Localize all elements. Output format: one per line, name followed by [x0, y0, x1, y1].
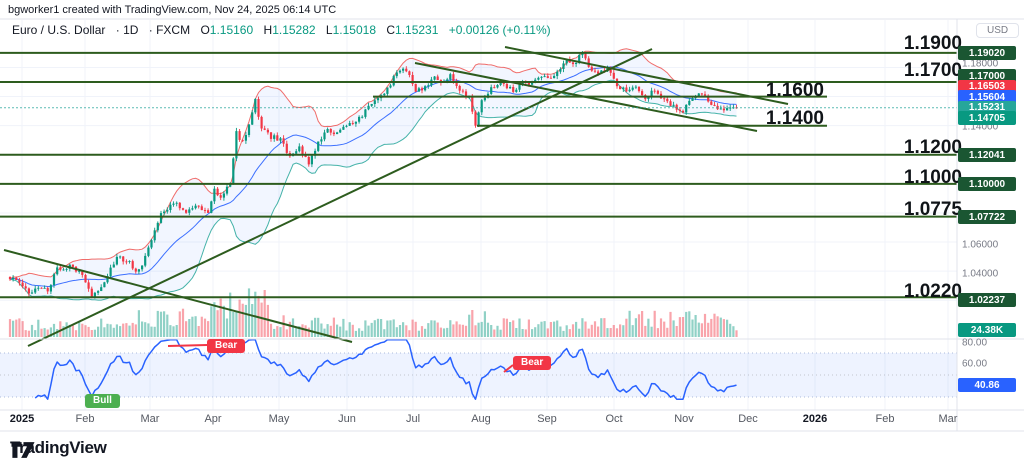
- time-axis-label[interactable]: Oct: [605, 413, 623, 425]
- price-axis-tick: 1.04000: [962, 268, 999, 280]
- symbol-header: Euro / U.S. Dollar · 1D · FXCM O1.15160 …: [12, 23, 551, 37]
- price-axis-tick: 60.00: [962, 358, 988, 370]
- bollinger-fill: [10, 48, 737, 301]
- price-level-text-label[interactable]: 1.1900: [903, 33, 962, 54]
- price-axis-badge: 1.02237: [958, 293, 1016, 307]
- price-axis-badge: 1.14705: [958, 111, 1016, 125]
- open-label: O: [200, 23, 210, 37]
- close-value: 1.15231: [395, 23, 439, 37]
- time-axis-label[interactable]: May: [268, 413, 290, 425]
- price-level-text-label[interactable]: 1.0220: [903, 281, 962, 302]
- time-axis-label[interactable]: Aug: [471, 413, 491, 425]
- symbol-title[interactable]: Euro / U.S. Dollar: [12, 23, 106, 37]
- candlesticks: [8, 51, 738, 299]
- close-label: C: [386, 23, 396, 37]
- time-axis-label[interactable]: Jun: [338, 413, 356, 425]
- time-axis-label[interactable]: Apr: [204, 413, 222, 425]
- price-level-text-label[interactable]: 1.1400: [765, 108, 824, 129]
- price-axis-tick: 1.06000: [962, 239, 999, 251]
- time-axis-label[interactable]: Jul: [405, 413, 421, 425]
- price-level-text-label[interactable]: 1.1700: [903, 60, 962, 81]
- time-axis-label[interactable]: Feb: [875, 413, 895, 425]
- change-value: +0.00126 (+0.11%): [448, 23, 551, 37]
- price-axis-badge: 1.10000: [958, 177, 1016, 191]
- low-label: L: [325, 23, 333, 37]
- price-axis-badge: 1.12041: [958, 148, 1016, 162]
- price-axis-tick: 1.18000: [962, 58, 999, 70]
- tradingview-logo-icon: [11, 442, 35, 458]
- price-axis-tick: 1.14000: [962, 121, 999, 133]
- rsi-line: [34, 339, 737, 400]
- time-axis-label[interactable]: 2025: [9, 413, 35, 425]
- price-axis-badge: 1.07722: [958, 210, 1016, 224]
- tradingview-logo[interactable]: TradingView: [10, 438, 107, 458]
- price-axis-badge: 40.86: [958, 378, 1016, 392]
- bear-marker-pointer: [167, 344, 208, 347]
- bear-marker-label-2[interactable]: Bear: [513, 356, 552, 370]
- bull-marker-label[interactable]: Bull: [85, 394, 120, 408]
- currency-label[interactable]: USD: [976, 23, 1020, 38]
- time-axis-label[interactable]: Mar: [140, 413, 160, 425]
- rsi-panel: [0, 339, 957, 400]
- price-axis-badge: 1.19020: [958, 46, 1016, 60]
- bear-marker-pointer: [503, 364, 514, 373]
- exchange-label: FXCM: [156, 23, 191, 37]
- attribution-text: bgworker1 created with TradingView.com, …: [8, 4, 337, 16]
- header-separator: ·: [115, 23, 120, 37]
- time-axis-label[interactable]: Dec: [738, 413, 758, 425]
- open-value: 1.15160: [209, 23, 254, 37]
- price-level-text-label[interactable]: 1.1200: [903, 137, 962, 158]
- header-separator: ·: [148, 23, 153, 37]
- time-axis-label[interactable]: Mar: [938, 413, 958, 425]
- bear-marker-label-1[interactable]: Bear: [207, 339, 246, 353]
- price-axis-badge: 24.38K: [958, 323, 1016, 337]
- high-value: 1.15282: [272, 23, 316, 37]
- trend-lines: [0, 46, 957, 347]
- price-level-text-label[interactable]: 1.0775: [903, 199, 962, 220]
- price-level-text-label[interactable]: 1.1000: [903, 167, 962, 188]
- volume-bars: [8, 288, 738, 337]
- time-axis-label[interactable]: 2026: [802, 413, 828, 425]
- price-axis-tick: 80.00: [962, 337, 988, 349]
- high-label: H: [263, 23, 273, 37]
- low-value: 1.15018: [332, 23, 376, 37]
- time-axis-label[interactable]: Sep: [537, 413, 557, 425]
- price-level-text-label[interactable]: 1.1600: [765, 80, 824, 101]
- time-axis-label[interactable]: Feb: [75, 413, 95, 425]
- interval-label[interactable]: 1D: [123, 23, 139, 37]
- time-axis-label[interactable]: Nov: [674, 413, 694, 425]
